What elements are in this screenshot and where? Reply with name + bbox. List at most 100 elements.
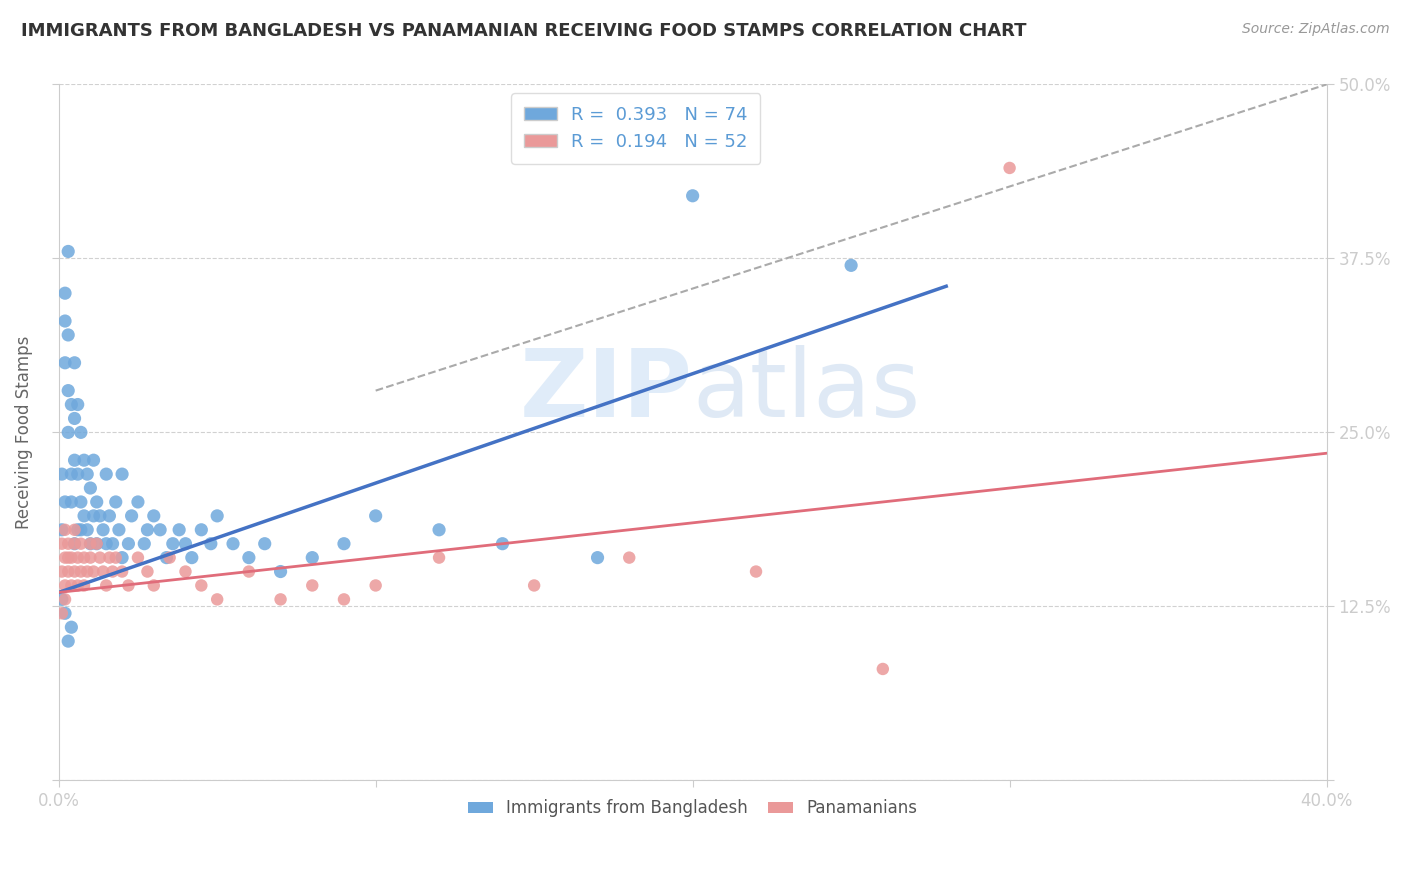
Point: [60, 467, 83, 482]
Point: [117, 537, 139, 551]
Point: [98, 508, 121, 523]
Point: [104, 495, 127, 509]
Point: [96, 537, 118, 551]
Point: [60, 550, 83, 565]
Point: [205, 592, 228, 607]
Point: [91, 523, 114, 537]
Point: [270, 565, 292, 579]
Point: [523, 578, 546, 592]
Point: [60, 620, 83, 634]
Point: [149, 523, 172, 537]
Point: [70, 537, 93, 551]
Point: [174, 537, 197, 551]
Point: [58, 425, 80, 440]
Point: [364, 578, 387, 592]
Text: ZIP: ZIP: [520, 344, 693, 436]
Point: [66, 523, 89, 537]
Point: [91, 565, 114, 579]
Text: IMMIGRANTS FROM BANGLADESH VS PANAMANIAN RECEIVING FOOD STAMPS CORRELATION CHART: IMMIGRANTS FROM BANGLADESH VS PANAMANIAN…: [21, 22, 1026, 40]
Point: [73, 508, 96, 523]
Point: [96, 578, 118, 592]
Point: [586, 550, 609, 565]
Point: [136, 523, 159, 537]
Point: [51, 607, 73, 621]
Point: [142, 578, 165, 592]
Point: [333, 592, 356, 607]
Point: [63, 523, 86, 537]
Point: [117, 578, 139, 592]
Legend: Immigrants from Bangladesh, Panamanians: Immigrants from Bangladesh, Panamanians: [461, 793, 924, 824]
Point: [63, 565, 86, 579]
Point: [79, 537, 101, 551]
Point: [70, 565, 93, 579]
Point: [66, 578, 89, 592]
Point: [66, 398, 89, 412]
Point: [53, 523, 76, 537]
Point: [51, 523, 73, 537]
Point: [53, 607, 76, 621]
Point: [51, 537, 73, 551]
Point: [238, 565, 260, 579]
Point: [79, 550, 101, 565]
Point: [73, 453, 96, 467]
Point: [89, 508, 111, 523]
Point: [66, 467, 89, 482]
Point: [839, 258, 862, 272]
Point: [58, 384, 80, 398]
Point: [127, 550, 149, 565]
Point: [98, 550, 121, 565]
Point: [174, 565, 197, 579]
Point: [86, 537, 108, 551]
Point: [63, 453, 86, 467]
Point: [238, 550, 260, 565]
Point: [73, 550, 96, 565]
Point: [155, 550, 177, 565]
Point: [60, 398, 83, 412]
Point: [167, 523, 190, 537]
Point: [63, 537, 86, 551]
Point: [63, 411, 86, 425]
Point: [270, 592, 292, 607]
Point: [51, 592, 73, 607]
Point: [60, 495, 83, 509]
Point: [134, 537, 156, 551]
Point: [58, 244, 80, 259]
Point: [427, 523, 450, 537]
Point: [619, 550, 641, 565]
Point: [70, 523, 93, 537]
Point: [333, 537, 356, 551]
Point: [60, 578, 83, 592]
Point: [83, 508, 105, 523]
Point: [79, 537, 101, 551]
Point: [301, 550, 323, 565]
Y-axis label: Receiving Food Stamps: Receiving Food Stamps: [15, 335, 32, 529]
Point: [111, 467, 134, 482]
Point: [682, 188, 704, 202]
Point: [86, 495, 108, 509]
Point: [83, 453, 105, 467]
Point: [998, 161, 1021, 175]
Point: [66, 550, 89, 565]
Point: [53, 356, 76, 370]
Point: [76, 565, 98, 579]
Text: atlas: atlas: [693, 344, 921, 436]
Point: [70, 495, 93, 509]
Point: [205, 508, 228, 523]
Point: [180, 550, 202, 565]
Point: [63, 356, 86, 370]
Point: [58, 537, 80, 551]
Point: [53, 286, 76, 301]
Point: [53, 314, 76, 328]
Point: [51, 565, 73, 579]
Point: [53, 550, 76, 565]
Point: [86, 537, 108, 551]
Point: [111, 565, 134, 579]
Point: [101, 537, 124, 551]
Point: [89, 550, 111, 565]
Point: [111, 550, 134, 565]
Point: [364, 508, 387, 523]
Point: [101, 565, 124, 579]
Point: [73, 578, 96, 592]
Point: [190, 578, 212, 592]
Point: [58, 565, 80, 579]
